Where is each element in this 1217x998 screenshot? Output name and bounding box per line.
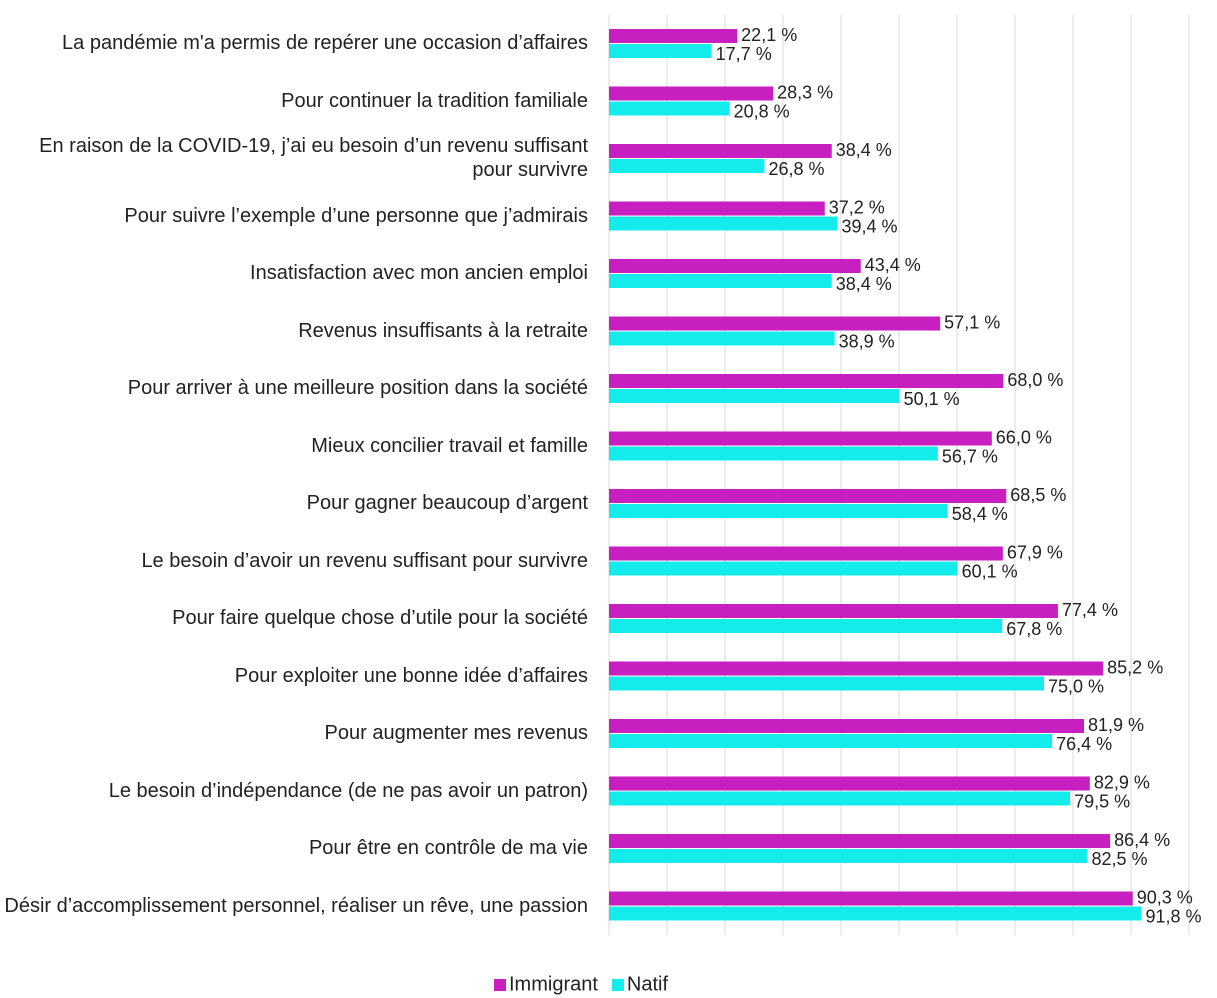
value-label: 91,8 % (1145, 906, 1201, 926)
value-label: 79,5 % (1074, 791, 1130, 811)
bar (609, 431, 992, 446)
category-label: Pour suivre l’exemple d’une personne que… (124, 204, 588, 227)
bar (609, 446, 938, 461)
value-label: 68,5 % (1010, 485, 1066, 505)
bar (609, 489, 1007, 503)
value-label: 17,7 % (716, 44, 772, 64)
bar (609, 834, 1111, 848)
bar (609, 216, 838, 231)
value-label: 37,2 % (829, 197, 885, 217)
value-label: 82,5 % (1092, 849, 1148, 869)
value-label: 39,4 % (842, 216, 898, 236)
bar (609, 604, 1058, 618)
bar (609, 906, 1142, 921)
bar (609, 561, 958, 576)
bar (609, 101, 730, 116)
category-label: Pour continuer la tradition familiale (281, 89, 588, 112)
value-label: 60,1 % (962, 561, 1018, 581)
bar (609, 331, 835, 346)
category-label: Le besoin d’avoir un revenu suffisant po… (141, 549, 588, 572)
category-label: Le besoin d’indépendance (de ne pas avoi… (108, 779, 588, 802)
category-label: Désir d’accomplissement personnel, réali… (4, 894, 588, 917)
category-label: Pour être en contrôle de ma vie (308, 837, 588, 859)
bar (609, 504, 948, 518)
bar (609, 791, 1071, 806)
value-label: 56,7 % (942, 446, 998, 466)
bar (609, 316, 941, 331)
value-label: 67,9 % (1007, 542, 1063, 562)
bar (609, 661, 1104, 676)
bar (609, 29, 738, 43)
value-label: 57,1 % (944, 312, 1000, 332)
value-label: 38,9 % (839, 331, 895, 351)
bar (609, 44, 712, 58)
value-label: 66,0 % (996, 427, 1052, 447)
value-label: 86,4 % (1114, 830, 1170, 850)
value-label: 26,8 % (768, 159, 824, 179)
bar (609, 719, 1085, 733)
category-label: Pour exploiter une bonne idée d’affaires (234, 664, 588, 687)
bar (609, 619, 1003, 633)
bar (609, 546, 1003, 561)
value-label: 22,1 % (741, 25, 797, 45)
value-label: 38,4 % (836, 274, 892, 294)
category-label: Mieux concilier travail et famille (311, 434, 588, 457)
bar (609, 389, 900, 403)
bar (609, 776, 1090, 791)
bar (609, 891, 1133, 906)
legend-swatch (611, 979, 624, 991)
value-label: 77,4 % (1062, 600, 1118, 620)
value-label: 50,1 % (904, 389, 960, 409)
legend-label: Natif (627, 973, 669, 995)
category-label: La pandémie m'a permis de repérer une oc… (62, 32, 588, 54)
bar (609, 274, 832, 288)
category-label: Revenus insuffisants à la retraite (298, 319, 588, 342)
value-label: 90,3 % (1137, 887, 1193, 907)
value-label: 20,8 % (734, 101, 790, 121)
value-label: 85,2 % (1107, 657, 1163, 677)
bar (609, 86, 774, 101)
value-label: 58,4 % (952, 504, 1008, 524)
value-label: 76,4 % (1056, 734, 1112, 754)
value-label: 67,8 % (1006, 619, 1062, 639)
category-label: Pour faire quelque chose d’utile pour la… (172, 607, 588, 629)
category-label: Pour augmenter mes revenus (324, 722, 588, 744)
bar (609, 259, 861, 273)
bar (609, 849, 1088, 863)
value-label: 38,4 % (836, 140, 892, 160)
bar (609, 734, 1053, 748)
category-label: Pour arriver à une meilleure position da… (127, 377, 588, 399)
value-label: 43,4 % (865, 255, 921, 275)
bar (609, 144, 832, 158)
value-label: 81,9 % (1088, 715, 1144, 735)
category-label: En raison de la COVID-19, j’ai eu besoin… (39, 135, 588, 181)
category-label: Insatisfaction avec mon ancien emploi (250, 262, 588, 284)
value-label: 75,0 % (1048, 676, 1104, 696)
value-label: 68,0 % (1007, 370, 1063, 390)
bar (609, 159, 765, 173)
legend-swatch (494, 979, 506, 991)
legend-label: Immigrant (509, 973, 598, 995)
value-label: 82,9 % (1094, 772, 1150, 792)
category-label: Pour gagner beaucoup d’argent (306, 492, 588, 514)
bar (609, 374, 1004, 388)
bar (609, 201, 825, 216)
bar (609, 676, 1044, 691)
value-label: 28,3 % (777, 82, 833, 102)
